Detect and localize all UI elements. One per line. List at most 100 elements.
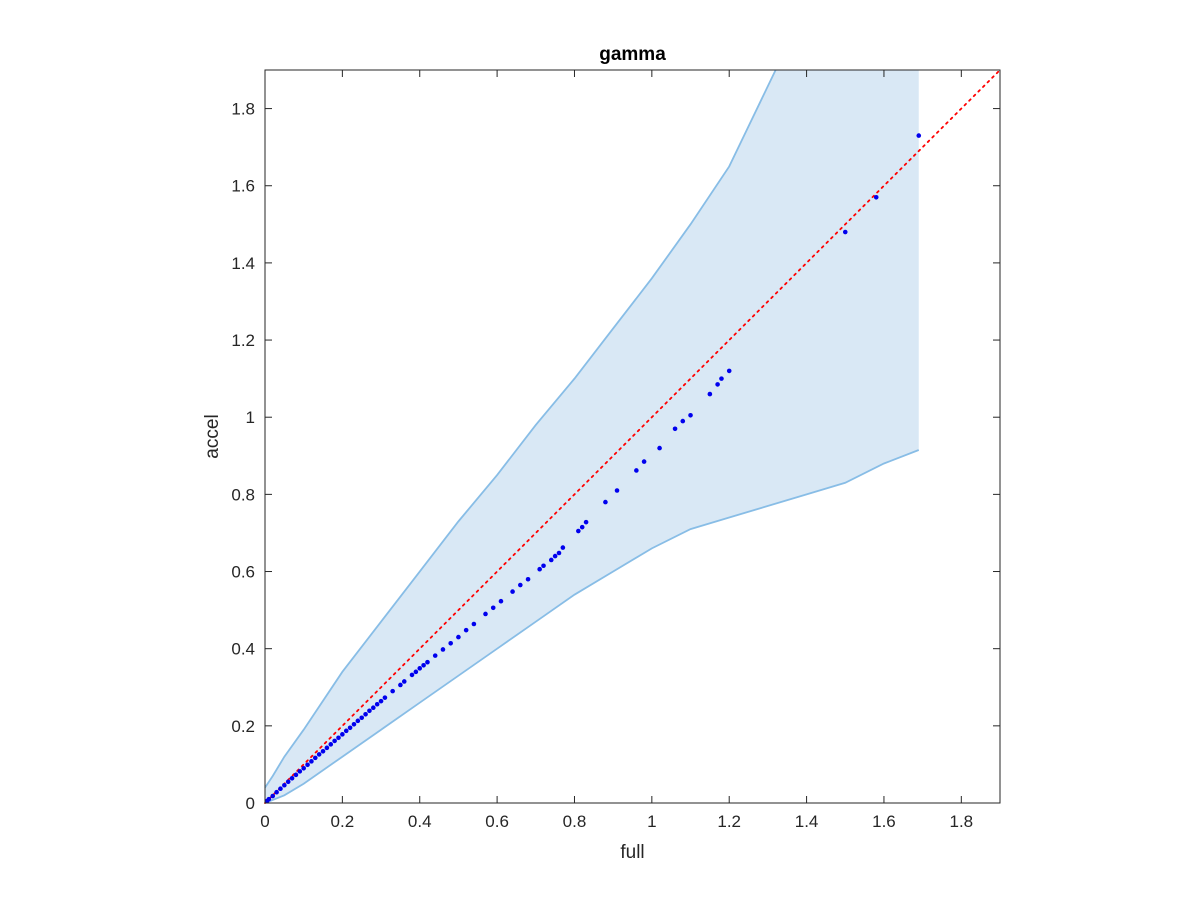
data-points bbox=[264, 133, 922, 804]
data-point bbox=[382, 695, 388, 700]
data-point bbox=[340, 732, 345, 737]
data-point bbox=[297, 769, 303, 774]
y-tick-label: 0 bbox=[246, 794, 255, 813]
data-point bbox=[285, 779, 291, 785]
y-tick-label: 1.6 bbox=[231, 177, 255, 196]
data-point bbox=[614, 488, 620, 493]
data-point bbox=[715, 382, 720, 387]
data-point bbox=[432, 653, 438, 658]
data-point bbox=[873, 195, 879, 200]
data-point bbox=[726, 368, 732, 374]
data-point bbox=[328, 742, 334, 747]
data-point bbox=[301, 765, 306, 771]
y-tick-label: 0.8 bbox=[231, 485, 255, 504]
data-point bbox=[579, 524, 585, 530]
data-point bbox=[525, 576, 531, 582]
data-point bbox=[603, 499, 608, 505]
band-upper-edge bbox=[264, 69, 777, 789]
data-point bbox=[552, 553, 558, 559]
x-tick-label: 0.8 bbox=[563, 812, 587, 831]
data-point bbox=[305, 762, 310, 768]
data-point bbox=[316, 752, 322, 757]
data-point bbox=[448, 640, 453, 646]
data-point bbox=[510, 589, 515, 594]
data-point bbox=[583, 519, 589, 525]
data-point bbox=[270, 793, 276, 799]
data-point bbox=[680, 418, 686, 424]
x-tick-label: 1 bbox=[647, 812, 656, 831]
data-point bbox=[266, 796, 272, 802]
y-tick-label: 0.4 bbox=[231, 640, 255, 659]
x-tick-label: 1.6 bbox=[872, 812, 896, 831]
x-axis-title: full bbox=[620, 842, 644, 863]
data-point bbox=[719, 376, 724, 381]
data-point bbox=[548, 557, 554, 563]
y-tick-label: 1.2 bbox=[231, 331, 255, 350]
data-point bbox=[421, 662, 426, 668]
reference-line bbox=[264, 69, 1001, 804]
x-tick-label: 1.2 bbox=[717, 812, 741, 831]
data-point bbox=[312, 755, 318, 761]
data-point bbox=[498, 598, 504, 604]
data-point bbox=[371, 705, 376, 711]
band-lower-edge bbox=[264, 449, 920, 804]
data-point bbox=[336, 735, 341, 741]
x-tick-label: 0 bbox=[260, 812, 269, 831]
data-point bbox=[409, 672, 415, 678]
data-point bbox=[398, 682, 403, 688]
y-tick-label: 0.6 bbox=[231, 563, 255, 582]
data-point bbox=[425, 659, 430, 665]
y-tick-label: 1.4 bbox=[231, 254, 255, 273]
data-point bbox=[537, 566, 542, 572]
data-point bbox=[363, 711, 368, 717]
data-point bbox=[641, 459, 647, 464]
data-point bbox=[916, 133, 922, 138]
data-point bbox=[413, 669, 419, 675]
data-point bbox=[842, 229, 848, 235]
data-point bbox=[355, 718, 361, 724]
y-tick-label: 0.2 bbox=[231, 717, 255, 736]
data-point bbox=[367, 708, 372, 714]
x-tick-label: 0.6 bbox=[485, 812, 509, 831]
data-point bbox=[293, 772, 299, 778]
data-point bbox=[320, 749, 326, 754]
y-axis-title: accel bbox=[202, 414, 223, 458]
data-point bbox=[440, 647, 446, 652]
data-point bbox=[278, 786, 283, 792]
band-fill bbox=[265, 70, 919, 803]
data-point bbox=[463, 627, 469, 633]
data-point bbox=[576, 528, 581, 534]
data-point bbox=[456, 634, 461, 640]
x-tick-label: 0.4 bbox=[408, 812, 432, 831]
data-point bbox=[417, 666, 423, 671]
data-point bbox=[274, 789, 279, 795]
data-point bbox=[707, 391, 713, 397]
y-tick-label: 1 bbox=[246, 408, 255, 427]
data-point bbox=[343, 728, 349, 734]
data-point bbox=[518, 582, 523, 588]
data-point bbox=[560, 545, 566, 550]
data-point bbox=[634, 468, 639, 473]
data-point bbox=[324, 745, 330, 751]
data-point bbox=[359, 715, 365, 721]
data-point bbox=[282, 782, 287, 788]
data-point bbox=[401, 679, 407, 684]
data-point bbox=[541, 563, 546, 569]
axes: 0 0.2 0.4 0.6 0.8 1 1.2 1.4 1.6 1.8 0 0.2 0.4 0.6 0.8 1… bbox=[231, 69, 1001, 831]
data-point bbox=[332, 738, 337, 744]
x-tick-label: 1.4 bbox=[795, 812, 819, 831]
data-point bbox=[672, 426, 678, 432]
data-point bbox=[490, 605, 496, 611]
data-point bbox=[378, 698, 384, 704]
data-point bbox=[289, 776, 295, 781]
data-point bbox=[347, 725, 353, 731]
data-point bbox=[351, 721, 357, 727]
data-point bbox=[556, 550, 562, 556]
confidence-band bbox=[264, 69, 920, 804]
chart-title: gamma bbox=[599, 44, 666, 65]
data-point bbox=[483, 611, 488, 617]
axes-box bbox=[264, 69, 1001, 804]
reference-line-layer bbox=[264, 69, 1001, 804]
data-point bbox=[471, 621, 477, 627]
